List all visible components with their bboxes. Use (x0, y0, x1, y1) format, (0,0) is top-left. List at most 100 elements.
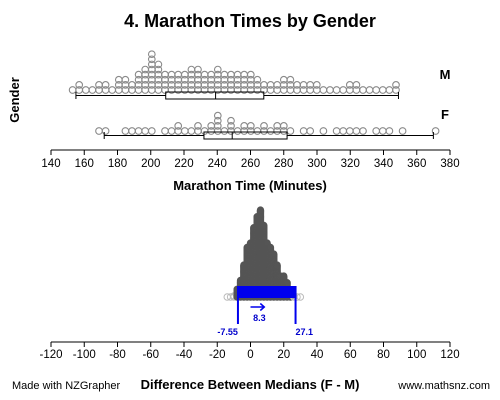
bottom-x-axis-label: Difference Between Medians (F - M) (141, 377, 360, 392)
iqr-box-F (203, 131, 288, 140)
data-point-F (194, 122, 202, 130)
footer-credit: Made with NZGrapher (12, 380, 121, 392)
data-point-M (213, 65, 222, 74)
data-point-F (372, 127, 381, 135)
bottom-x-tick-label: 40 (311, 349, 324, 361)
data-point-F (187, 127, 196, 135)
footer-website: www.mathsnz.com (397, 380, 490, 392)
confidence-interval-bar (237, 286, 296, 298)
top-x-tick-label: 240 (208, 158, 227, 170)
data-point-F (279, 122, 288, 130)
difference-arrow-head (259, 302, 266, 312)
bootstrap-dot (243, 243, 251, 252)
bottom-x-tick-label: -80 (109, 349, 126, 361)
iqr-box-M (165, 91, 265, 100)
data-point-F (332, 127, 341, 135)
difference-distribution: -7.55 27.1 8.3 (217, 206, 314, 337)
bootstrap-dot (256, 206, 265, 214)
data-point-M (68, 86, 77, 94)
top-x-tick-label: 160 (75, 158, 94, 170)
data-point-M (339, 86, 348, 94)
data-point-F (359, 127, 367, 135)
data-point-M (372, 86, 381, 94)
top-dot-plot: MF (68, 50, 451, 140)
data-point-F (253, 127, 262, 135)
data-point-F (431, 127, 440, 135)
bottom-x-tick-label: -60 (142, 349, 159, 361)
bottom-x-tick-label: 120 (440, 349, 459, 361)
data-point-M (332, 86, 341, 94)
bootstrap-dot (296, 293, 305, 301)
data-point-M (392, 81, 400, 89)
data-point-M (101, 81, 110, 89)
data-point-F (398, 127, 407, 135)
data-point-F (167, 127, 176, 135)
bottom-x-tick-label: -100 (73, 349, 96, 361)
data-point-M (246, 70, 255, 79)
top-x-tick-label: 260 (241, 158, 260, 170)
data-point-M (147, 55, 156, 64)
data-point-M (154, 65, 163, 74)
bottom-x-tick-label: -20 (209, 349, 226, 361)
data-point-F (141, 127, 150, 135)
interval-lower-label: -7.55 (217, 327, 238, 337)
data-point-F (227, 122, 235, 130)
top-x-tick-label: 220 (174, 158, 193, 170)
data-point-F (385, 127, 394, 135)
data-point-M (286, 75, 295, 84)
bottom-x-tick-label: 80 (377, 349, 390, 361)
data-point-M (253, 75, 262, 84)
top-x-tick-label: 340 (374, 158, 393, 170)
data-point-M (326, 86, 334, 94)
bootstrap-dot (266, 243, 275, 252)
top-x-tick-label: 180 (108, 158, 127, 170)
data-point-F (161, 127, 169, 135)
data-point-F (345, 127, 354, 135)
data-point-F (213, 111, 222, 120)
data-point-F (233, 127, 242, 135)
data-point-F (260, 122, 268, 130)
data-point-F (299, 127, 308, 135)
data-point-F (227, 116, 235, 125)
data-point-F (147, 127, 156, 135)
data-point-F (339, 127, 348, 135)
interval-upper-label: 27.1 (296, 327, 314, 337)
bottom-x-tick-label: 100 (407, 349, 426, 361)
data-point-M (385, 86, 394, 94)
data-point-M (312, 81, 321, 89)
data-point-F (266, 127, 275, 135)
top-x-tick-label: 320 (341, 158, 360, 170)
y-axis-label: Gender (7, 77, 22, 123)
bottom-x-tick-label: -40 (176, 349, 193, 361)
data-point-M (81, 86, 90, 94)
data-point-F (213, 116, 222, 125)
data-point-F (200, 127, 209, 135)
data-point-M (359, 86, 367, 94)
data-point-M (108, 86, 117, 94)
data-point-F (220, 127, 229, 135)
observed-difference-label: 8.3 (253, 313, 266, 323)
data-point-F (319, 127, 328, 135)
top-x-axis-label: Marathon Time (Minutes) (173, 178, 327, 193)
top-x-tick-label: 380 (440, 158, 459, 170)
data-point-M (319, 86, 328, 94)
data-point-F (134, 127, 143, 135)
bottom-x-tick-label: 20 (277, 349, 290, 361)
data-point-F (174, 122, 183, 130)
data-point-F (121, 127, 130, 135)
top-x-tick-label: 140 (41, 158, 60, 170)
data-point-M (365, 86, 374, 94)
data-point-F (180, 127, 189, 135)
top-x-tick-label: 300 (307, 158, 326, 170)
top-x-tick-label: 360 (407, 158, 426, 170)
group-label-M: M (440, 67, 451, 82)
data-point-F (286, 127, 295, 135)
bootstrap-dot (280, 272, 288, 280)
group-label-F: F (441, 107, 449, 122)
data-point-M (154, 60, 163, 69)
top-x-axis: 140 160 180 200 220 240 260 280 300 320 340 360 380 (41, 149, 460, 170)
bottom-x-axis: -120 -100 -80 -60 -40 -20 0 20 40 60 80 100 120 (39, 341, 460, 361)
bootstrap-dot (270, 250, 278, 258)
bottom-x-tick-label: 60 (344, 349, 357, 361)
